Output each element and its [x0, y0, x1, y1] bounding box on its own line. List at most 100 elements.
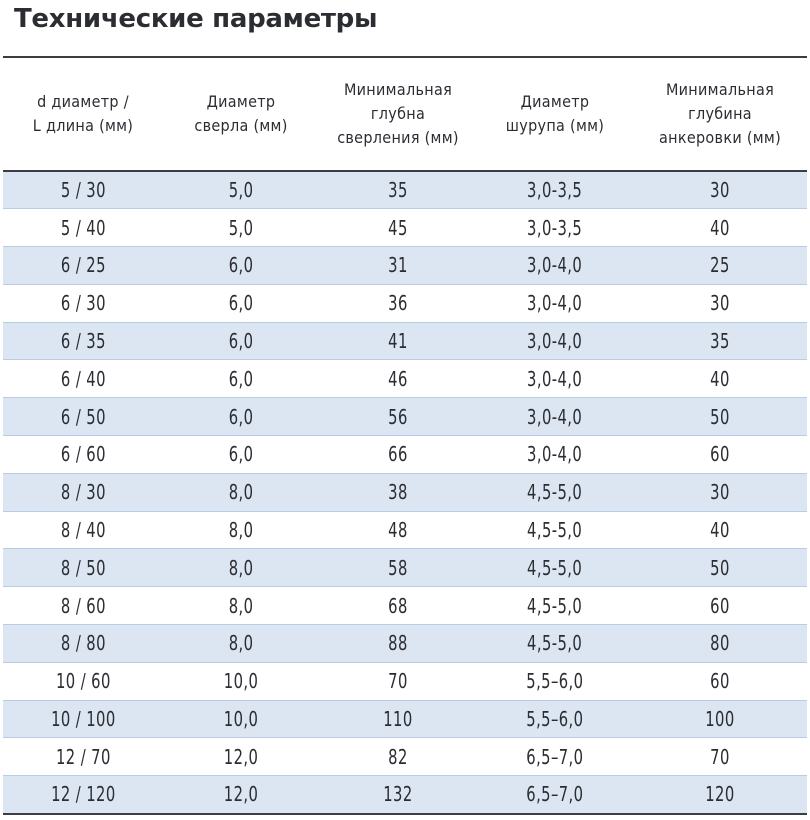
- min-anchor-depth-cell: 50: [633, 397, 807, 437]
- technical-parameters-table: d диаметр / L длина (мм) Диаметр сверла (мм…: [3, 56, 807, 815]
- drill-diameter-cell: 8,0: [163, 624, 319, 663]
- min-drill-depth-cell: 35: [319, 171, 477, 210]
- cell-value: 100: [705, 707, 735, 732]
- cell-value: 40: [710, 366, 730, 391]
- cell-value: 6,5–7,0: [526, 782, 584, 807]
- header-line: шурупа (мм): [505, 116, 605, 135]
- min-drill-depth-cell: 48: [319, 511, 477, 550]
- cell-value: 3,0-4,0: [527, 404, 583, 429]
- drill-diameter-cell: 8,0: [163, 511, 319, 550]
- drill-diameter-cell: 6,0: [163, 435, 319, 474]
- cell-value: 5,5–6,0: [526, 707, 584, 732]
- drill-diameter-cell: 6,0: [163, 397, 319, 437]
- screw-diameter-cell: 4,5-5,0: [477, 586, 633, 626]
- min-anchor-depth-cell: 30: [633, 473, 807, 512]
- min-drill-depth-cell: 58: [319, 548, 477, 588]
- drill-diameter-cell: 8,0: [163, 586, 319, 626]
- min-anchor-depth-cell: 35: [633, 322, 807, 361]
- cell-value: 60: [710, 442, 730, 467]
- size-cell: 8 / 30: [3, 473, 163, 512]
- table-row: 12 / 70 12,0 82 6,5–7,0 70: [3, 737, 807, 777]
- header-line: глубина: [688, 104, 752, 123]
- cell-value: 5,5–6,0: [526, 669, 584, 694]
- header-row: d диаметр / L длина (мм) Диаметр сверла (мм…: [3, 56, 807, 172]
- drill-diameter-cell: 8,0: [163, 548, 319, 588]
- cell-value: 3,0-3,5: [527, 178, 583, 203]
- min-drill-depth-cell: 68: [319, 586, 477, 626]
- cell-value: 6,0: [228, 442, 254, 467]
- cell-value: 31: [388, 253, 408, 278]
- cell-value: 40: [710, 215, 730, 240]
- cell-value: 35: [388, 178, 408, 203]
- table-header: d диаметр / L длина (мм) Диаметр сверла (мм…: [3, 56, 807, 172]
- cell-value: 38: [388, 480, 408, 505]
- min-anchor-depth-cell: 50: [633, 548, 807, 588]
- drill-diameter-cell: 5,0: [163, 208, 319, 248]
- cell-value: 66: [388, 442, 408, 467]
- size-cell: 8 / 60: [3, 586, 163, 626]
- cell-value: 60: [710, 593, 730, 618]
- cell-value: 6,0: [228, 329, 254, 354]
- screw-diameter-cell: 3,0-4,0: [477, 359, 633, 399]
- cell-value: 6,0: [228, 291, 254, 316]
- min-drill-depth-column-header: Минимальная глубна сверления (мм): [319, 56, 477, 172]
- table-row: 6 / 30 6,0 36 3,0-4,0 30: [3, 284, 807, 323]
- screw-diameter-cell: 6,5–7,0: [477, 737, 633, 777]
- cell-value: 35: [710, 329, 730, 354]
- table-row: 5 / 30 5,0 35 3,0-3,5 30: [3, 171, 807, 210]
- min-drill-depth-cell: 41: [319, 322, 477, 361]
- cell-value: 6,0: [228, 366, 254, 391]
- cell-value: 6,0: [228, 404, 254, 429]
- cell-value: 120: [705, 782, 735, 807]
- cell-value: 45: [388, 215, 408, 240]
- screw-diameter-cell: 3,0-4,0: [477, 246, 633, 285]
- screw-diameter-cell: 4,5-5,0: [477, 624, 633, 663]
- min-drill-depth-cell: 45: [319, 208, 477, 248]
- cell-value: 3,0-4,0: [527, 291, 583, 316]
- cell-value: 3,0-3,5: [527, 215, 583, 240]
- min-anchor-depth-cell: 120: [633, 775, 807, 815]
- min-anchor-depth-cell: 40: [633, 511, 807, 550]
- cell-value: 30: [710, 480, 730, 505]
- table-row: 5 / 40 5,0 45 3,0-3,5 40: [3, 208, 807, 248]
- screw-diameter-cell: 3,0-4,0: [477, 284, 633, 323]
- drill-diameter-cell: 6,0: [163, 246, 319, 285]
- cell-value: 132: [383, 782, 413, 807]
- cell-value: 41: [388, 329, 408, 354]
- cell-value: 4,5-5,0: [527, 593, 583, 618]
- table-row: 8 / 80 8,0 88 4,5-5,0 80: [3, 624, 807, 663]
- cell-value: 5 / 30: [60, 178, 106, 203]
- size-cell: 8 / 50: [3, 548, 163, 588]
- header-line: сверла (мм): [194, 116, 288, 135]
- min-drill-depth-cell: 132: [319, 775, 477, 815]
- screw-diameter-cell: 4,5-5,0: [477, 548, 633, 588]
- table-row: 10 / 60 10,0 70 5,5–6,0 60: [3, 662, 807, 701]
- size-cell: 5 / 40: [3, 208, 163, 248]
- header-line: L длина (мм): [32, 116, 134, 135]
- cell-value: 6 / 30: [60, 291, 106, 316]
- cell-value: 70: [388, 669, 408, 694]
- min-drill-depth-cell: 88: [319, 624, 477, 663]
- header-line: Диаметр: [520, 92, 590, 111]
- drill-diameter-column-header: Диаметр сверла (мм): [163, 56, 319, 172]
- cell-value: 88: [388, 631, 408, 656]
- cell-value: 6,0: [228, 253, 254, 278]
- header-line: d диаметр /: [37, 92, 129, 111]
- cell-value: 80: [710, 631, 730, 656]
- cell-value: 5 / 40: [60, 215, 106, 240]
- size-cell: 6 / 40: [3, 359, 163, 399]
- drill-diameter-cell: 6,0: [163, 322, 319, 361]
- cell-value: 8 / 50: [60, 555, 106, 580]
- cell-value: 3,0-4,0: [527, 366, 583, 391]
- min-drill-depth-cell: 36: [319, 284, 477, 323]
- cell-value: 36: [388, 291, 408, 316]
- cell-value: 8 / 80: [60, 631, 106, 656]
- table-row: 6 / 35 6,0 41 3,0-4,0 35: [3, 322, 807, 361]
- table-row: 12 / 120 12,0 132 6,5–7,0 120: [3, 775, 807, 815]
- drill-diameter-cell: 10,0: [163, 700, 319, 739]
- cell-value: 82: [388, 744, 408, 769]
- header-line: Диаметр: [206, 92, 276, 111]
- min-anchor-depth-cell: 80: [633, 624, 807, 663]
- size-cell: 6 / 60: [3, 435, 163, 474]
- cell-value: 46: [388, 366, 408, 391]
